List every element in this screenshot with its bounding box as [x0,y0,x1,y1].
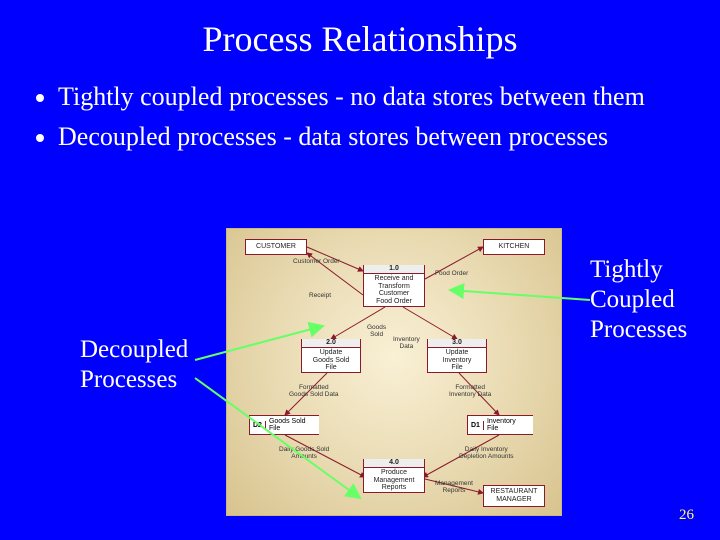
dfd-external-kitchen: KITCHEN [483,239,545,255]
dfd-flow-label: Daily Goods SoldAmounts [279,447,329,461]
dfd-diagram: CUSTOMER KITCHEN RESTAURANTMANAGER 1.0Recei… [226,228,562,516]
slide-title: Process Relationships [0,0,720,60]
dfd-datastore-d1: D1InventoryFile [467,415,533,435]
dfd-process-p3: 3.0UpdateInventoryFile [427,339,487,373]
dfd-flow-label: ManagementReports [435,481,473,495]
dfd-process-p1: 1.0Receive andTransformCustomerFood Orde… [363,265,425,307]
bullet-list: Tightly coupled processes - no data stor… [0,60,720,154]
dfd-flow-label: GoodsSold [367,325,386,339]
dfd-flow-label: InventoryData [393,337,420,351]
bullet-item: Tightly coupled processes - no data stor… [58,80,690,114]
slide-number: 26 [679,507,694,524]
dfd-flow-label: Receipt [309,293,331,300]
dfd-external-customer: CUSTOMER [245,239,307,255]
dfd-flow-label: FormattedGoods Sold Data [289,385,339,399]
dfd-flow-label: FormattedInventory Data [449,385,491,399]
bullet-item: Decoupled processes - data stores betwee… [58,120,690,154]
dfd-flow-label: Food Order [435,271,468,278]
dfd-process-p2: 2.0UpdateGoods SoldFile [301,339,361,373]
decoupled-label: DecoupledProcesses [80,335,188,395]
dfd-flow-label: Customer Order [293,259,340,266]
dfd-external-manager: RESTAURANTMANAGER [483,485,545,507]
dfd-datastore-d2: D2Goods SoldFile [249,415,319,435]
dfd-flow-label: Daily InventoryDepletion Amounts [459,447,514,461]
tightly-coupled-label: TightlyCoupledProcesses [590,255,687,345]
dfd-process-p4: 4.0ProduceManagementReports [363,459,425,493]
